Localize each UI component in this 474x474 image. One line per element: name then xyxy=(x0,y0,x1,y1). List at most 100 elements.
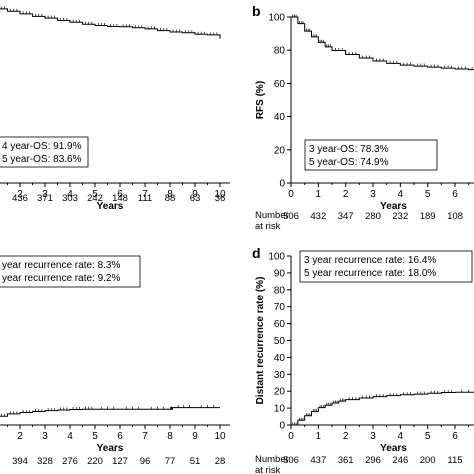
risk-value: 303 xyxy=(62,193,78,204)
y-tick-label: 90 xyxy=(274,268,286,279)
x-tick-label: 5 xyxy=(425,431,431,442)
risk-value: 506 xyxy=(283,455,299,466)
annotation-line: 5 year recurrence rate: 18.0% xyxy=(304,268,436,279)
annotation-line: year recurrence rate: 9.2% xyxy=(2,273,120,284)
annotation-line: 4 year-OS: 91.9% xyxy=(2,141,82,152)
x-axis-title: Years xyxy=(380,201,407,212)
risk-value: 189 xyxy=(420,211,436,222)
x-tick-label: 0 xyxy=(288,431,294,442)
panel-b: 02040608010001234567YearsRFS (%)3 year-O… xyxy=(255,13,474,232)
x-tick-label: 7 xyxy=(142,431,148,442)
risk-value: 432 xyxy=(310,211,326,222)
y-tick-label: 60 xyxy=(274,79,286,90)
risk-value: 77 xyxy=(165,456,176,467)
survival-curve xyxy=(0,8,221,39)
risk-label-line1: Number xyxy=(255,454,289,465)
y-tick-label: 20 xyxy=(274,145,286,156)
x-tick-label: 2 xyxy=(343,189,349,200)
risk-value: 108 xyxy=(447,211,463,222)
risk-value: 437 xyxy=(310,455,326,466)
x-tick-label: 7 xyxy=(142,189,148,200)
y-tick-label: 100 xyxy=(268,13,285,24)
panel-d: 010203040506070809010001234567YearsDista… xyxy=(255,250,474,474)
annotation-line: year recurrence rate: 8.3% xyxy=(2,260,120,271)
risk-value: 148 xyxy=(112,193,128,204)
x-tick-label: 8 xyxy=(167,189,173,200)
annotation-box xyxy=(0,136,89,168)
y-tick-label: 80 xyxy=(274,46,286,57)
risk-value: 28 xyxy=(215,456,226,467)
x-tick-label: 10 xyxy=(214,189,226,200)
x-tick-label: 6 xyxy=(452,431,458,442)
risk-value: 232 xyxy=(392,211,408,222)
x-axis-title: Years xyxy=(380,443,407,454)
risk-value: 200 xyxy=(420,455,436,466)
y-tick-label: 10 xyxy=(274,404,286,415)
risk-value: 220 xyxy=(87,456,103,467)
risk-label-line1: Number xyxy=(255,210,289,221)
x-tick-label: 8 xyxy=(167,431,173,442)
x-tick-label: 4 xyxy=(67,189,73,200)
risk-value: 296 xyxy=(365,455,381,466)
risk-value: 63 xyxy=(190,193,201,204)
x-tick-label: 2 xyxy=(343,431,349,442)
risk-value: 347 xyxy=(338,211,354,222)
y-tick-label: 30 xyxy=(274,370,286,381)
panel-letter-d: d xyxy=(252,245,261,261)
risk-value: 394 xyxy=(12,456,28,467)
x-tick-label: 3 xyxy=(370,189,376,200)
x-tick-label: 5 xyxy=(92,189,98,200)
risk-value: 436 xyxy=(12,193,28,204)
x-tick-label: 2 xyxy=(17,431,23,442)
x-axis-title: Years xyxy=(97,443,124,454)
x-tick-label: 3 xyxy=(42,431,48,442)
y-tick-label: 40 xyxy=(274,112,286,123)
y-tick-label: 0 xyxy=(279,179,285,190)
risk-value: 242 xyxy=(87,193,103,204)
survival-curve xyxy=(291,391,474,426)
x-axis-title: Years xyxy=(97,201,124,212)
y-tick-label: 100 xyxy=(268,252,285,263)
x-tick-label: 5 xyxy=(92,431,98,442)
x-tick-label: 1 xyxy=(316,189,322,200)
risk-value: 276 xyxy=(62,456,78,467)
y-tick-label: 50 xyxy=(274,336,286,347)
annotation-box xyxy=(299,250,473,283)
x-tick-label: 1 xyxy=(316,431,322,442)
annotation-box xyxy=(0,255,141,288)
y-axis-title: Distant recurrence rate (%) xyxy=(255,277,266,405)
x-tick-label: 6 xyxy=(452,189,458,200)
x-tick-label: 4 xyxy=(67,431,73,442)
panel-c: 12345678910Yearsyear recurrence rate: 8.… xyxy=(0,255,230,467)
y-tick-label: 0 xyxy=(279,421,285,432)
x-tick-label: 5 xyxy=(425,189,431,200)
panel-letter-b: b xyxy=(252,3,261,19)
x-tick-label: 0 xyxy=(288,189,294,200)
risk-value: 36 xyxy=(215,193,226,204)
risk-label-line2: at risk xyxy=(255,465,281,474)
x-tick-label: 6 xyxy=(117,189,123,200)
risk-value: 371 xyxy=(37,193,53,204)
x-tick-label: 6 xyxy=(117,431,123,442)
risk-value: 280 xyxy=(365,211,381,222)
risk-value: 115 xyxy=(447,455,462,466)
x-tick-label: 4 xyxy=(398,189,404,200)
risk-value: 111 xyxy=(138,193,152,204)
annotation-box xyxy=(304,139,438,171)
risk-value: 246 xyxy=(392,455,408,466)
x-tick-label: 2 xyxy=(17,189,23,200)
risk-value: 88 xyxy=(165,193,176,204)
y-tick-label: 40 xyxy=(274,353,286,364)
x-tick-label: 4 xyxy=(398,431,404,442)
y-axis-title: RFS (%) xyxy=(255,81,266,119)
risk-value: 51 xyxy=(190,456,201,467)
risk-value: 506 xyxy=(283,211,299,222)
panel-a: 12345678910Years4 year-OS: 91.9%5 year-O… xyxy=(0,6,230,212)
survival-curve xyxy=(291,16,474,71)
y-tick-label: 70 xyxy=(274,302,286,313)
annotation-line: 3 year recurrence rate: 16.4% xyxy=(304,255,436,266)
y-tick-label: 60 xyxy=(274,319,286,330)
risk-value: 361 xyxy=(338,455,354,466)
annotation-line: 3 year-OS: 78.3% xyxy=(309,144,389,155)
